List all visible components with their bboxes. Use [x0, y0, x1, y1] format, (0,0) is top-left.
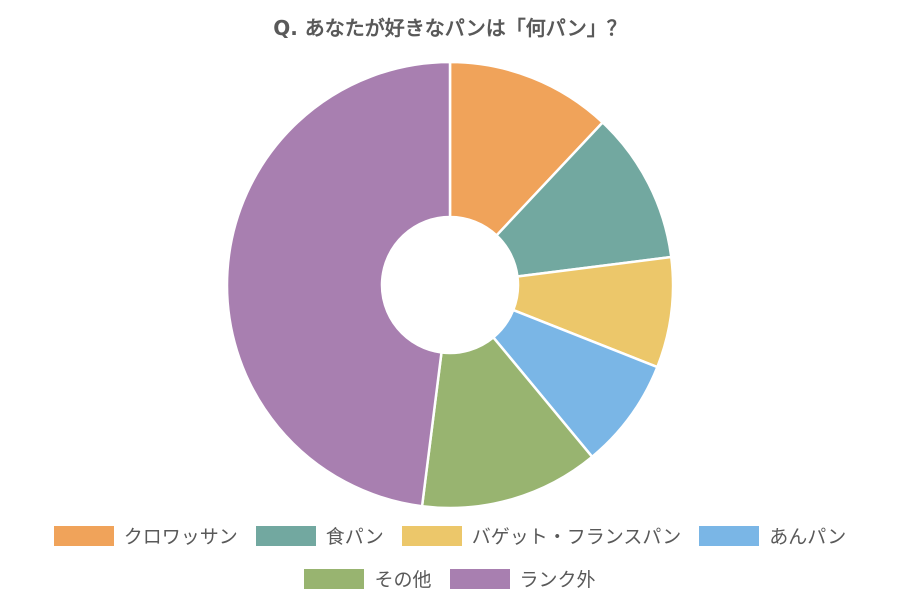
- donut-slice: [511, 255, 675, 369]
- legend-swatch: [401, 525, 462, 546]
- donut-slice: [494, 120, 673, 278]
- legend-label: クロワッサン: [123, 526, 238, 548]
- legend-swatch: [449, 568, 510, 589]
- legend: クロワッサン 食パン バゲット・フランスパン あんパンその他 ランク外: [20, 522, 880, 592]
- legend-item: ランク外: [449, 565, 596, 592]
- legend-item: バゲット・フランスパン: [401, 522, 682, 549]
- legend-item: 食パン: [255, 522, 384, 549]
- donut-slice: [448, 60, 605, 238]
- legend-label: ランク外: [519, 569, 596, 591]
- legend-swatch: [255, 525, 316, 546]
- legend-item: あんパン: [699, 522, 846, 549]
- legend-label: あんパン: [769, 526, 847, 548]
- legend-label: バゲット・フランスパン: [471, 526, 682, 548]
- chart: [225, 60, 675, 510]
- legend-label: 食パン: [325, 526, 384, 548]
- chart-title: Q. あなたが好きなパンは「何パン」？: [273, 16, 627, 40]
- legend-swatch: [304, 568, 365, 589]
- donut-slice: [225, 60, 452, 508]
- legend-item: その他: [304, 565, 432, 592]
- legend-swatch: [53, 525, 114, 546]
- legend-item: クロワッサン: [53, 522, 238, 549]
- legend-label: その他: [374, 569, 432, 591]
- legend-swatch: [699, 525, 760, 546]
- donut-slice: [491, 308, 659, 459]
- donut-slice: [420, 335, 594, 510]
